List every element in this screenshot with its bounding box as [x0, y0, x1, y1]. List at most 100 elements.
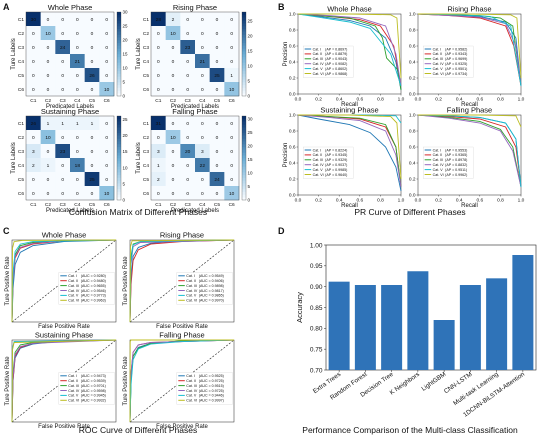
colorbar-segment	[117, 14, 121, 18]
heatmap-cell	[195, 158, 210, 173]
colorbar-frame	[241, 11, 247, 97]
cell-value: 0	[201, 191, 204, 197]
heatmap-cell	[26, 158, 41, 173]
colorbar-segment	[242, 121, 246, 125]
colorbar-segment	[242, 130, 246, 134]
colorbar-tick: 20	[248, 143, 254, 148]
y-tick-label: 0.95	[310, 263, 323, 270]
heatmap-cell	[209, 144, 225, 159]
x-tick-label: 0.2	[315, 198, 322, 204]
x-tick-label: K Neighbors	[389, 371, 421, 397]
series-line	[11, 339, 117, 423]
colorbar-segment	[117, 20, 121, 24]
subplot-title: Falling Phase	[447, 106, 492, 115]
legend-series-name: Cat. III	[186, 284, 197, 288]
line-subplot-1-1: Rising Phase 0.00.0 0.2 0.2 0.4 0.4 0.6 0.6 0.8 0…	[409, 5, 525, 103]
colorbar-tick: 5	[123, 181, 126, 186]
x-tick-label: 0.6	[356, 97, 363, 103]
heatmap-cell	[26, 82, 41, 97]
cell-value: 0	[186, 59, 189, 65]
legend-series-name: Cat. VI	[186, 299, 197, 303]
legend-series-score: (AP = 0.9082)	[325, 62, 347, 66]
colorbar-segment	[242, 34, 246, 38]
heatmap-cell	[55, 82, 71, 97]
x-tick-label: C5	[214, 202, 220, 208]
cell-value: 0	[105, 59, 108, 65]
cell-value: 0	[91, 17, 94, 23]
cell-value: 10	[104, 87, 110, 93]
legend-series-score: (AUC = 0.9655)	[81, 284, 106, 288]
colorbar-tick: 25	[248, 19, 254, 24]
colorbar-segment	[242, 138, 246, 142]
series-line	[129, 339, 235, 423]
cell-value: 0	[216, 191, 219, 197]
heatmap-cell	[55, 26, 71, 41]
caption-c: ROC Curve of Different Phases	[79, 425, 197, 435]
heatmap-cell	[84, 144, 100, 159]
y-tick-label: 0.0	[409, 193, 416, 199]
cell-value: 2	[157, 177, 160, 183]
series-line	[297, 13, 402, 91]
heatmap-cell	[40, 54, 56, 69]
cell-value: 0	[47, 59, 50, 65]
colorbar-segment	[117, 51, 121, 55]
y-tick-label: 0.2	[409, 76, 416, 82]
colorbar-segment	[117, 40, 121, 44]
legend-series-score: (AUC = 0.9546)	[81, 289, 106, 293]
y-tick-label: C4	[18, 163, 24, 169]
heatmap-cell	[209, 68, 225, 83]
colorbar-segment	[242, 155, 246, 159]
legend-series-name: Cat. I	[313, 47, 322, 51]
bar	[328, 281, 350, 370]
heatmap-cell	[99, 186, 115, 201]
legend-series-name: Cat. V	[186, 294, 197, 298]
legend-series-score: (AUC = 0.9549)	[199, 274, 224, 278]
cell-value: 0	[230, 59, 233, 65]
cell-value: 0	[186, 87, 189, 93]
cell-value: 0	[216, 87, 219, 93]
x-tick-label: 0.4	[336, 97, 343, 103]
matrix-title: Sustaining Phase	[41, 107, 99, 116]
heatmap-cell	[180, 68, 196, 83]
heatmap-cell	[84, 68, 100, 83]
x-tick-label: C1	[155, 98, 161, 104]
cell-value: 1	[230, 73, 233, 79]
colorbar-tick: 30	[123, 10, 129, 15]
heatmap-cell	[195, 82, 210, 97]
colorbar-segment	[117, 124, 121, 128]
colorbar-tick: 20	[248, 34, 254, 39]
heatmap-cell	[209, 54, 225, 69]
y-tick-label: 0.2	[409, 177, 416, 183]
heatmap-cell	[84, 172, 100, 187]
legend-series-score: (AP = 0.8832)	[445, 163, 467, 167]
x-axis-label: False Positive Rate	[156, 324, 208, 330]
cell-value: 24	[214, 177, 220, 183]
heatmap-cell	[165, 144, 181, 159]
legend-series-score: (AUC = 0.9865)	[199, 294, 224, 298]
cell-value: 0	[216, 163, 219, 169]
colorbar-segment	[242, 177, 246, 181]
heatmap-cell	[55, 144, 71, 159]
heatmap-cell	[84, 26, 100, 41]
cell-value: 0	[201, 177, 204, 183]
heatmap-cell	[195, 54, 210, 69]
legend-series-score: (AUC = 0.9515)	[199, 384, 224, 388]
colorbar-segment	[242, 87, 246, 91]
y-tick-label: 0.6	[409, 44, 416, 50]
legend-series-name: Cat. III	[313, 57, 324, 61]
x-tick-label: C4	[199, 202, 205, 208]
cell-value: 0	[76, 87, 79, 93]
colorbar-segment	[242, 163, 246, 167]
legend-series-score: (AUC = 0.9898)	[199, 284, 224, 288]
cell-value: 3	[157, 149, 160, 155]
cell-value: 26	[31, 121, 37, 127]
colorbar-segment	[242, 152, 246, 156]
series-line	[417, 114, 522, 188]
colorbar-segment	[117, 146, 121, 150]
colorbar-segment	[242, 23, 246, 27]
heatmap-cell	[224, 186, 240, 201]
legend-series-name: Cat. III	[433, 158, 444, 162]
heatmap-cell	[26, 186, 41, 201]
cell-value: 0	[61, 135, 64, 141]
y-tick-label: 0.8	[409, 28, 416, 34]
